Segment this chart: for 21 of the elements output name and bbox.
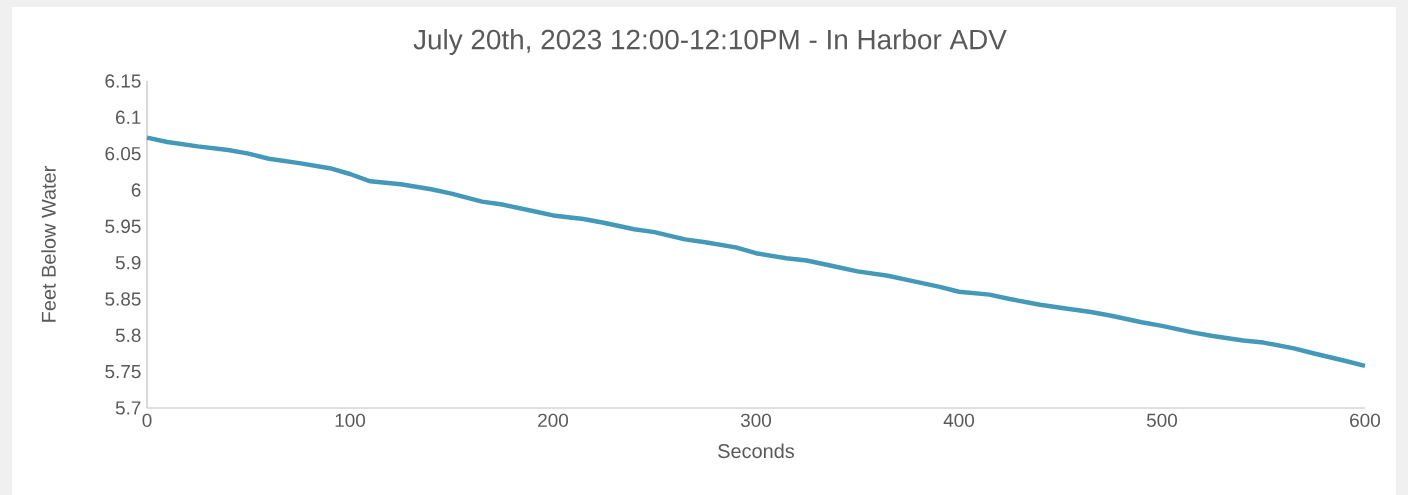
y-axis-title: Feet Below Water bbox=[41, 166, 56, 322]
x-tick-label: 100 bbox=[335, 413, 366, 428]
x-tick-label: 600 bbox=[1350, 413, 1380, 428]
y-tick-label: 6.15 bbox=[105, 74, 141, 88]
y-tick-label: 5.7 bbox=[115, 401, 141, 415]
y-tick-label: 5.85 bbox=[105, 292, 141, 306]
y-tick-label: 5.9 bbox=[115, 255, 141, 270]
x-tick-label: 0 bbox=[142, 413, 152, 428]
y-tick-label: 6 bbox=[131, 183, 141, 197]
x-axis-title: Seconds bbox=[718, 443, 795, 459]
x-tick-label: 300 bbox=[740, 413, 772, 428]
y-tick-label: 6.1 bbox=[116, 110, 141, 125]
x-tick-label: 500 bbox=[1146, 413, 1177, 428]
y-tick-label: 6.05 bbox=[105, 146, 141, 161]
x-tick-label: 400 bbox=[943, 413, 975, 428]
chart-title: July 20th, 2023 12:00-12:10PM - In Harbor ADV bbox=[413, 29, 1007, 55]
line-series bbox=[144, 135, 1368, 369]
y-tick-label: 5.75 bbox=[105, 365, 141, 379]
y-tick-label: 5.8 bbox=[115, 328, 141, 343]
x-tick-label: 200 bbox=[538, 413, 569, 428]
y-tick-label: 5.95 bbox=[105, 219, 141, 234]
